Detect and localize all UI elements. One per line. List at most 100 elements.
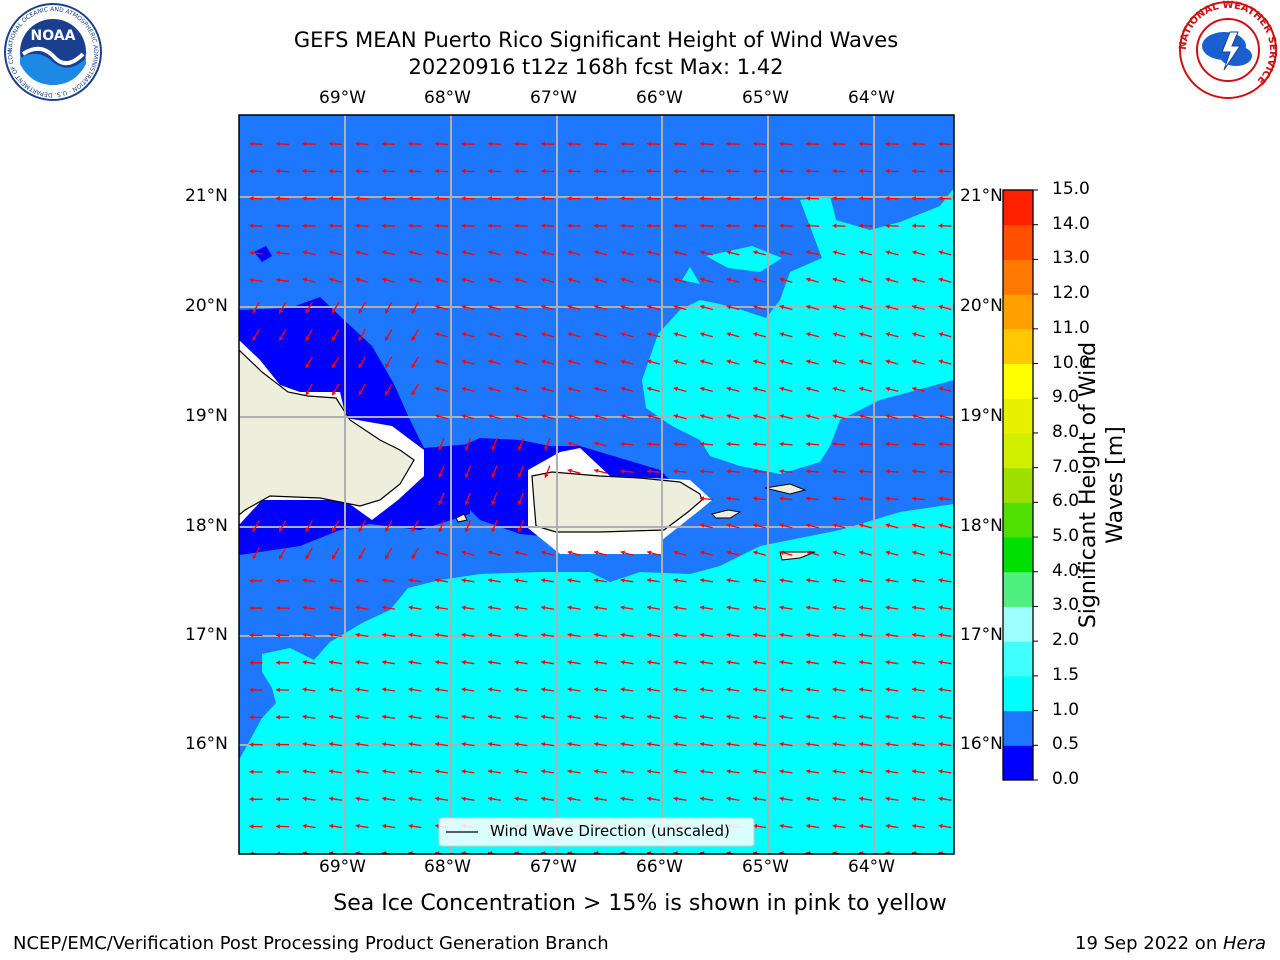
wave-direction-arrow (832, 605, 846, 610)
wave-direction-arrow (567, 605, 581, 610)
wave-direction-arrow (699, 168, 714, 174)
wave-direction-arrow (938, 796, 952, 802)
lon-label-top: 67°W (530, 88, 577, 108)
wave-direction-arrow (487, 141, 502, 147)
wave-direction-arrow (779, 332, 793, 338)
wave-direction-arrow (540, 578, 555, 583)
wave-direction-arrow (806, 386, 819, 393)
wave-direction-arrow (434, 605, 449, 610)
wave-direction-arrow (620, 386, 634, 393)
colorbar-segment (1003, 502, 1033, 538)
wave-direction-arrow (328, 578, 343, 583)
wave-direction-arrow (514, 250, 528, 256)
wave-direction-arrow (488, 304, 501, 311)
wave-direction-arrow (726, 141, 740, 147)
wave-direction-arrow (779, 414, 793, 420)
wave-direction-arrow (514, 332, 528, 338)
wave-direction-arrow (620, 550, 634, 556)
wave-direction-arrow (381, 741, 396, 747)
wave-direction-arrow (805, 769, 820, 774)
wave-direction-arrow (252, 301, 260, 314)
wave-direction-arrow (646, 632, 661, 638)
wave-direction-arrow (275, 796, 290, 802)
wave-direction-arrow (699, 605, 714, 610)
wave-direction-arrow (593, 741, 608, 747)
wave-direction-arrow (912, 414, 925, 420)
wave-direction-arrow (275, 769, 290, 775)
wave-direction-arrow (726, 496, 740, 501)
wave-direction-arrow (726, 277, 740, 283)
wave-direction-arrow (911, 796, 926, 802)
wave-direction-arrow (647, 550, 660, 556)
wave-direction-arrow (328, 714, 343, 720)
wave-direction-arrow (567, 277, 581, 283)
wave-direction-arrow (381, 605, 396, 610)
wave-direction-arrow (358, 383, 366, 396)
wave-direction-arrow (911, 196, 926, 201)
wave-direction-arrow (832, 359, 846, 365)
wave-direction-arrow (885, 332, 899, 338)
wave-direction-arrow (858, 769, 873, 774)
wave-direction-arrow (594, 250, 607, 256)
wave-direction-arrow (594, 441, 607, 447)
wave-direction-arrow (726, 196, 740, 201)
wave-direction-arrow (885, 714, 899, 720)
footer-date: 19 Sep 2022 on Hera (1075, 933, 1266, 954)
wave-direction-arrow (699, 796, 714, 802)
colorbar-tick-label: 12.0 (1052, 283, 1090, 304)
wave-direction-arrow (912, 250, 925, 256)
wave-direction-arrow (514, 660, 528, 665)
wave-direction-arrow (567, 578, 581, 583)
wave-direction-arrow (673, 605, 687, 610)
wave-direction-arrow (434, 141, 449, 147)
wave-direction-arrow (938, 769, 952, 774)
wave-direction-arrow (514, 550, 528, 556)
wave-direction-arrow (726, 223, 740, 229)
wave-direction-arrow (832, 196, 846, 201)
wave-direction-arrow (302, 196, 316, 201)
wave-direction-arrow (938, 496, 952, 501)
wave-direction-arrow (620, 660, 634, 665)
colorbar-segment (1003, 259, 1033, 295)
colorbar-segment (1003, 571, 1033, 607)
wave-direction-arrow (806, 359, 819, 365)
wave-direction-arrow (700, 414, 713, 420)
wave-direction-arrow (408, 196, 422, 201)
colorbar-tick-label: 3.0 (1052, 595, 1080, 616)
colorbar-tick-label: 1.5 (1052, 664, 1080, 685)
wave-direction-arrow (434, 196, 449, 201)
wave-direction-arrow (646, 168, 661, 174)
wave-direction-arrow (381, 796, 396, 802)
wave-direction-arrow (331, 520, 340, 533)
wave-direction-arrow (434, 741, 449, 747)
wave-direction-arrow (752, 714, 767, 720)
wave-direction-arrow (567, 714, 581, 720)
wave-direction-arrow (384, 301, 393, 314)
wave-direction-arrow (938, 414, 952, 420)
colorbar-tick-label: 1.0 (1052, 699, 1080, 720)
wave-direction-arrow (249, 714, 263, 720)
wave-direction-arrow (411, 520, 419, 533)
wave-direction-arrow (911, 632, 926, 638)
wave-direction-arrow (408, 277, 422, 283)
wave-direction-arrow (487, 196, 502, 201)
colorbar-segment (1003, 294, 1033, 330)
map-frame (238, 114, 955, 855)
wave-direction-arrow (567, 223, 581, 229)
wave-direction-arrow (646, 578, 661, 583)
wave-direction-arrow (567, 304, 581, 311)
wave-direction-arrow (593, 660, 608, 665)
wave-direction-arrow (567, 332, 581, 338)
wave-direction-arrow (252, 520, 260, 533)
wave-direction-arrow (408, 578, 422, 583)
wave-direction-arrow (411, 356, 419, 369)
wave-direction-arrow (408, 141, 422, 147)
wave-direction-arrow (411, 547, 419, 560)
wave-direction-arrow (275, 277, 290, 283)
wave-direction-arrow (252, 329, 260, 342)
wave-direction-arrow (328, 605, 343, 610)
wave-direction-arrow (302, 687, 316, 692)
wave-direction-arrow (464, 492, 472, 506)
wave-direction-arrow (885, 769, 899, 774)
wave-direction-arrow (805, 687, 820, 692)
